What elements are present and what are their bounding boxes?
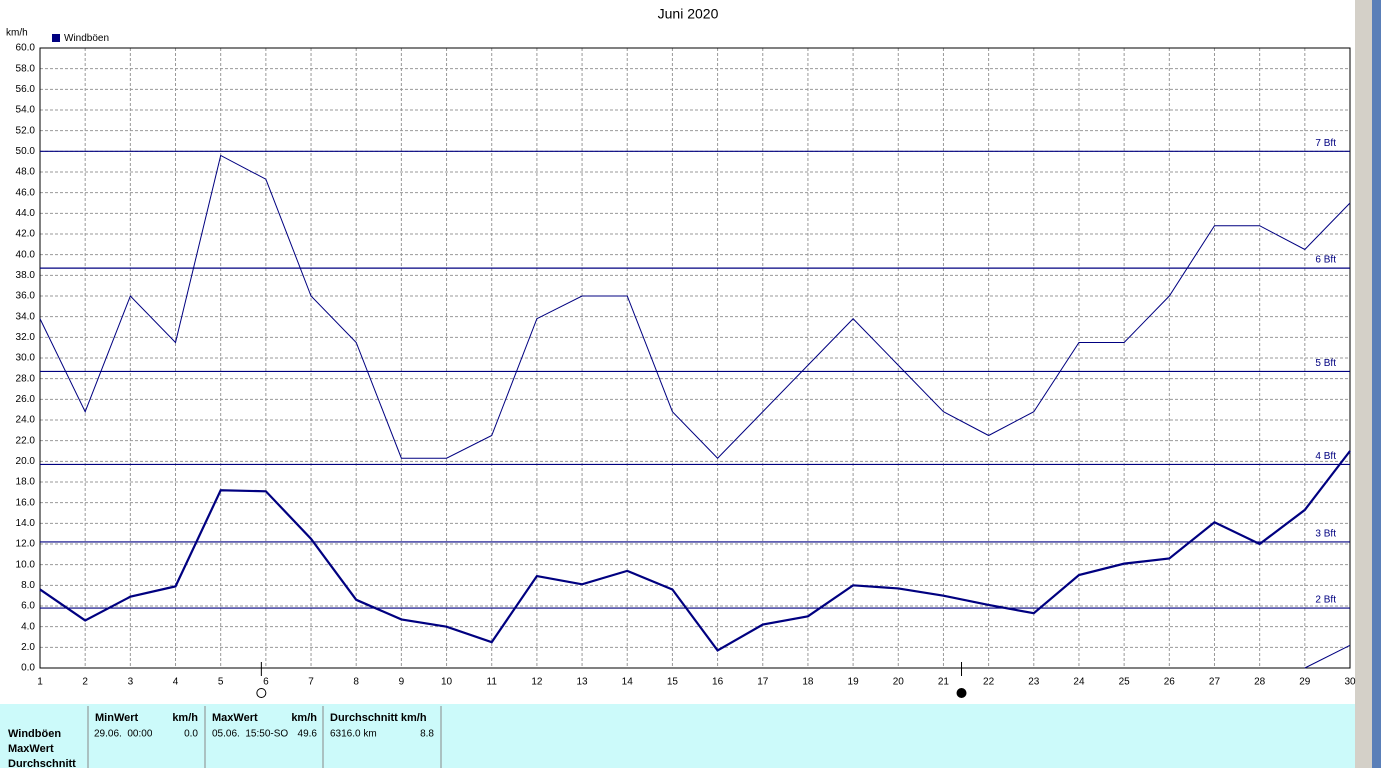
- y-tick-label: 46.0: [16, 187, 36, 198]
- x-tick-label: 19: [848, 677, 860, 688]
- x-tick-label: 27: [1209, 677, 1221, 688]
- moon-phase: [256, 688, 267, 698]
- x-tick-label: 22: [983, 677, 995, 688]
- cell: 0.0: [184, 729, 198, 740]
- beaufort-label: 6 Bft: [1315, 255, 1336, 266]
- x-tick-label: 26: [1164, 677, 1176, 688]
- cell: 6316.0 km: [330, 729, 377, 740]
- row-label: Windböen: [8, 728, 61, 740]
- x-tick-label: 16: [712, 677, 724, 688]
- y-tick-label: 56.0: [16, 84, 36, 95]
- legend-swatch: [52, 34, 60, 42]
- y-tick-label: 38.0: [16, 270, 36, 281]
- x-tick-label: 2: [82, 677, 88, 688]
- x-tick-label: 21: [938, 677, 950, 688]
- x-tick-label: 11: [487, 677, 498, 688]
- series-line: [1304, 644, 1351, 669]
- y-tick-label: 60.0: [16, 43, 36, 54]
- x-tick-label: 5: [218, 677, 224, 688]
- x-tick-label: 12: [531, 677, 543, 688]
- header: km/h: [291, 712, 317, 724]
- x-tick-label: 25: [1119, 677, 1131, 688]
- header: MaxWert: [212, 712, 258, 724]
- cell: 05.06. 15:50-SO: [212, 729, 288, 740]
- y-tick-label: 34.0: [16, 311, 36, 322]
- y-tick-label: 52.0: [16, 125, 36, 136]
- x-tick-label: 8: [353, 677, 359, 688]
- y-tick-label: 6.0: [21, 601, 35, 612]
- y-tick-label: 12.0: [16, 539, 36, 550]
- header: km/h: [172, 712, 198, 724]
- row-label: Durchschnitt: [8, 758, 76, 768]
- beaufort-label: 5 Bft: [1315, 358, 1336, 369]
- x-tick-label: 30: [1344, 677, 1356, 688]
- x-tick-label: 3: [128, 677, 134, 688]
- x-tick-label: 18: [802, 677, 814, 688]
- x-tick-label: 24: [1073, 677, 1085, 688]
- y-tick-label: 24.0: [16, 415, 36, 426]
- chart-title: Juni 2020: [658, 6, 719, 22]
- y-tick-label: 54.0: [16, 105, 36, 116]
- y-tick-label: 48.0: [16, 167, 36, 178]
- x-tick-label: 10: [441, 677, 453, 688]
- beaufort-label: 2 Bft: [1315, 595, 1336, 606]
- stats-panel: [0, 704, 1355, 768]
- y-tick-label: 26.0: [16, 394, 36, 405]
- header: Durchschnitt km/h: [330, 712, 427, 724]
- x-tick-label: 15: [667, 677, 679, 688]
- y-tick-label: 28.0: [16, 373, 36, 384]
- y-tick-label: 22.0: [16, 435, 36, 446]
- x-tick-label: 17: [757, 677, 769, 688]
- legend-label: Windböen: [64, 33, 109, 44]
- y-tick-label: 50.0: [16, 146, 36, 157]
- y-tick-label: 36.0: [16, 291, 36, 302]
- y-tick-label: 20.0: [16, 456, 36, 467]
- beaufort-label: 4 Bft: [1315, 451, 1336, 462]
- cell: 8.8: [420, 729, 434, 740]
- y-tick-label: 42.0: [16, 229, 36, 240]
- y-unit: km/h: [6, 28, 28, 39]
- series-line: [39, 450, 1351, 652]
- moon-phase: [956, 688, 967, 698]
- side-edge: [1372, 0, 1381, 768]
- y-tick-label: 44.0: [16, 208, 36, 219]
- x-tick-label: 14: [622, 677, 634, 688]
- x-tick-label: 4: [173, 677, 179, 688]
- beaufort-label: 7 Bft: [1315, 138, 1336, 149]
- y-tick-label: 58.0: [16, 63, 36, 74]
- x-tick-label: 29: [1299, 677, 1311, 688]
- x-tick-label: 13: [577, 677, 589, 688]
- series-line: [39, 154, 1351, 459]
- x-tick-label: 1: [37, 677, 43, 688]
- y-tick-label: 18.0: [16, 477, 36, 488]
- x-tick-label: 6: [263, 677, 269, 688]
- x-tick-label: 20: [893, 677, 905, 688]
- y-tick-label: 14.0: [16, 518, 36, 529]
- cell: 29.06. 00:00: [94, 729, 153, 740]
- y-tick-label: 16.0: [16, 497, 36, 508]
- y-tick-label: 8.0: [21, 580, 35, 591]
- cell: 49.6: [298, 729, 318, 740]
- y-tick-label: 10.0: [16, 559, 36, 570]
- y-tick-label: 2.0: [21, 642, 35, 653]
- header: MinWert: [95, 712, 139, 724]
- x-tick-label: 28: [1254, 677, 1266, 688]
- y-tick-label: 32.0: [16, 332, 36, 343]
- y-tick-label: 0.0: [21, 663, 35, 674]
- plot-frame: [39, 47, 1351, 669]
- stats-table: Windböen MaxWert Durchschnitt MinWert km…: [8, 706, 442, 768]
- x-tick-label: 9: [399, 677, 405, 688]
- y-tick-label: 40.0: [16, 249, 36, 260]
- x-tick-label: 23: [1028, 677, 1040, 688]
- y-tick-label: 4.0: [21, 621, 35, 632]
- beaufort-label: 3 Bft: [1315, 529, 1336, 540]
- x-tick-label: 7: [308, 677, 314, 688]
- row-label: MaxWert: [8, 743, 54, 755]
- y-tick-label: 30.0: [16, 353, 36, 364]
